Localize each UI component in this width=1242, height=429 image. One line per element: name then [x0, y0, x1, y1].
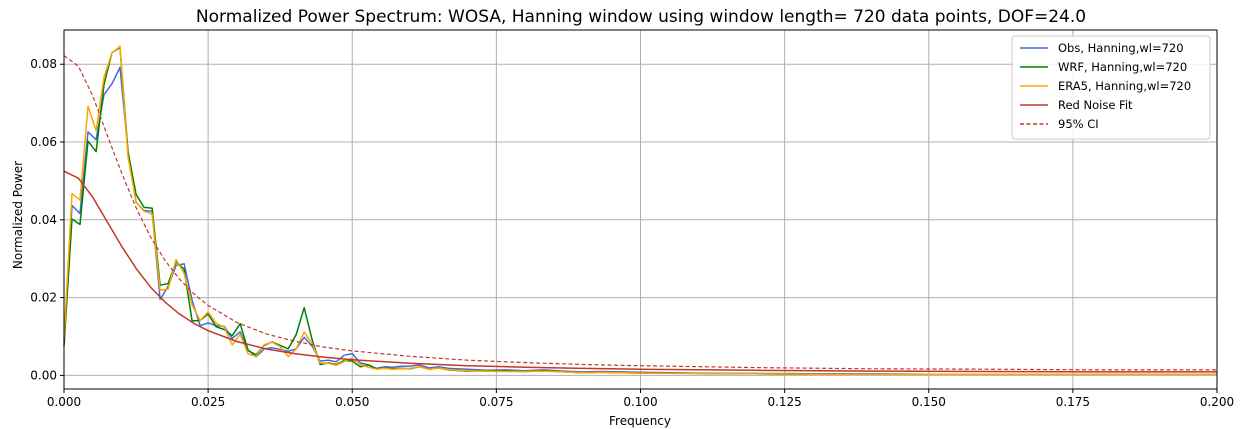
x-tick-label: 0.075 [479, 395, 513, 409]
y-tick-label: 0.00 [30, 368, 57, 382]
series-line-red-noise-fit [63, 170, 1217, 373]
chart-title: Normalized Power Spectrum: WOSA, Hanning… [196, 7, 1086, 27]
legend-label: ERA5, Hanning,wl=720 [1058, 79, 1191, 93]
x-tick-label: 0.175 [1056, 395, 1090, 409]
tick-layer: 0.000 0.025 0.050 0.075 0.100 0.125 0.150 0.175… [30, 57, 1234, 409]
x-tick-label: 0.000 [47, 395, 81, 409]
y-tick-label: 0.06 [30, 135, 57, 149]
legend-label: WRF, Hanning,wl=720 [1058, 60, 1187, 74]
legend-label: Red Noise Fit [1058, 98, 1133, 112]
y-tick-label: 0.04 [30, 213, 57, 227]
x-tick-label: 0.100 [623, 395, 657, 409]
x-tick-label: 0.150 [912, 395, 946, 409]
x-axis-label: Frequency [609, 414, 671, 428]
x-tick-label: 0.050 [335, 395, 369, 409]
x-tick-label: 0.200 [1200, 395, 1234, 409]
y-tick-label: 0.08 [30, 57, 57, 71]
x-tick-label: 0.025 [191, 395, 225, 409]
series-line-era5 [63, 45, 1217, 375]
legend-box [1011, 35, 1211, 140]
series-line-ci95 [63, 55, 1217, 371]
y-axis-label: Normalized Power [11, 161, 25, 269]
plot-frame [63, 29, 1218, 390]
legend-label: Obs, Hanning,wl=720 [1058, 41, 1184, 55]
series-layer [63, 45, 1217, 375]
y-tick-label: 0.02 [30, 291, 57, 305]
legend: Obs, Hanning,wl=720 WRF, Hanning,wl=720 ER… [1011, 35, 1211, 140]
x-tick-label: 0.125 [767, 395, 801, 409]
legend-label: 95% CI [1058, 117, 1099, 131]
